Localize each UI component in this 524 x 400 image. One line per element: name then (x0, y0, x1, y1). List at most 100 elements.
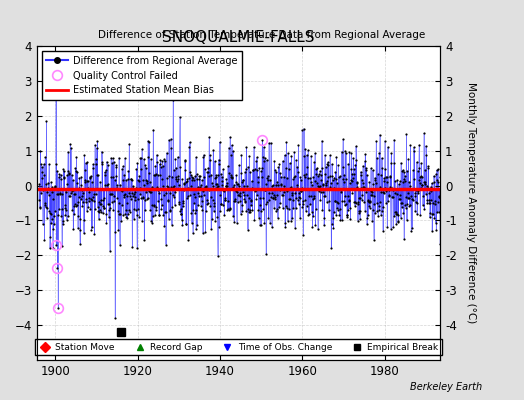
Point (322, 164, 330, 170)
Point (235, 162, 243, 168)
Point (59, 166, 68, 172)
Point (49, 196, 57, 202)
Point (280, 188, 288, 195)
Point (116, 182, 124, 188)
Point (39, 187, 48, 193)
Point (345, 149, 354, 156)
Point (285, 206, 293, 212)
Point (289, 197, 298, 204)
Point (157, 196, 165, 202)
Point (222, 182, 230, 189)
Point (364, 202, 373, 209)
Point (139, 177, 147, 184)
Point (121, 155, 129, 162)
Point (234, 191, 242, 198)
Point (307, 193, 315, 199)
Point (272, 169, 280, 175)
Point (209, 183, 217, 190)
Point (415, 142, 423, 148)
Point (348, 171, 356, 178)
Point (368, 191, 377, 198)
Point (212, 174, 221, 180)
Point (410, 190, 419, 197)
Point (238, 177, 247, 183)
Point (112, 164, 121, 170)
Point (120, 172, 128, 178)
Point (56, 191, 64, 198)
Point (134, 206, 142, 212)
Point (109, 174, 117, 180)
Point (318, 138, 326, 144)
Point (112, 173, 120, 180)
Point (58, 243, 66, 249)
Point (315, 188, 323, 194)
Point (135, 214, 143, 220)
Point (216, 191, 224, 198)
Point (177, 206, 185, 213)
Point (158, 176, 167, 182)
Point (335, 173, 344, 179)
Point (397, 200, 406, 206)
Point (254, 179, 262, 185)
Point (172, 176, 180, 182)
Point (208, 180, 216, 186)
Point (310, 195, 318, 202)
Point (434, 178, 442, 185)
Point (57, 176, 65, 182)
Point (344, 206, 353, 213)
Point (152, 204, 160, 211)
Point (368, 167, 377, 174)
Point (147, 189, 156, 196)
Point (205, 152, 214, 158)
Point (385, 192, 394, 199)
Point (435, 193, 443, 200)
Point (330, 209, 338, 215)
Point (118, 163, 127, 170)
Point (230, 182, 238, 188)
Point (242, 166, 250, 172)
Point (401, 204, 410, 211)
Point (88, 224, 96, 230)
Point (40, 172, 48, 178)
Point (188, 220, 196, 226)
Point (147, 156, 155, 163)
Point (38, 221, 47, 228)
Point (261, 155, 269, 161)
Point (64, 149, 72, 155)
Point (49, 213, 58, 220)
Point (124, 176, 132, 182)
Point (354, 218, 362, 224)
Point (210, 200, 218, 206)
Point (367, 188, 375, 194)
Point (95, 207, 104, 214)
Point (155, 212, 163, 218)
Text: Berkeley Earth: Berkeley Earth (410, 382, 482, 392)
Point (306, 201, 314, 208)
Point (188, 177, 196, 183)
Point (292, 182, 301, 189)
Point (431, 201, 439, 208)
Point (248, 167, 257, 173)
Point (282, 139, 290, 146)
Point (317, 172, 325, 178)
Point (375, 131, 384, 138)
Point (62, 189, 71, 196)
Point (293, 164, 301, 170)
Point (268, 182, 277, 189)
Point (365, 204, 374, 211)
Point (321, 171, 329, 178)
Point (108, 155, 117, 161)
Point (406, 202, 414, 208)
Point (43, 205, 51, 211)
Point (265, 197, 274, 204)
Point (220, 188, 228, 194)
Point (395, 178, 403, 185)
Point (164, 184, 172, 190)
Point (70, 211, 79, 217)
Point (405, 178, 413, 185)
Point (198, 207, 206, 213)
Point (215, 139, 224, 146)
Point (148, 220, 157, 226)
Point (191, 173, 199, 180)
Point (177, 211, 185, 218)
